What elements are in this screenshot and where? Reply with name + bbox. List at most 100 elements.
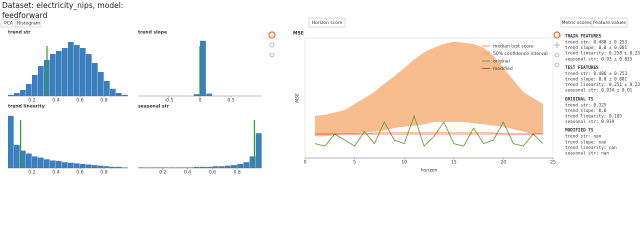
histogram-bar <box>74 163 80 168</box>
zoom-icon[interactable] <box>269 42 275 48</box>
x-tick-label: 0.8 <box>234 170 241 176</box>
histogram-bar <box>193 166 200 168</box>
histogram-bar <box>44 159 50 168</box>
feature-heading: ORIGINAL TS <box>565 96 594 102</box>
histogram-title: seasonal str <box>138 104 170 110</box>
histogram-bar <box>38 66 44 96</box>
histogram-bar <box>104 166 110 168</box>
feature-line: seasonal str: nan <box>565 151 609 157</box>
feature-heading: TEST FEATURES <box>565 65 599 71</box>
reset-icon[interactable] <box>269 52 275 58</box>
x-tick-label: 0.6 <box>209 170 216 176</box>
y-axis-label: MSE <box>295 93 301 103</box>
x-tick-label: 0.6 <box>76 98 83 104</box>
model-name: feedforward <box>2 11 48 20</box>
histogram-bar <box>62 48 68 96</box>
histogram-bar <box>144 167 151 168</box>
histogram-bar <box>98 165 104 168</box>
feature-line: trend linearity: 0.251 ± 0.235 <box>565 82 640 88</box>
x-tick-label: 0.2 <box>28 170 35 176</box>
histogram-bar <box>50 54 56 96</box>
histogram-bar <box>249 156 256 168</box>
histogram-bar <box>212 166 219 168</box>
feature-heading: TRAIN FEATURES <box>565 34 602 40</box>
feature-line: trend str: 0.486 ± 0.253 <box>565 71 627 77</box>
histogram-bar <box>56 161 62 168</box>
feature-line: trend slope: 0.0 ± 0.001 <box>565 77 627 83</box>
histogram-bar <box>8 94 14 96</box>
histogram-bar <box>162 167 169 168</box>
histogram-bar <box>122 94 128 96</box>
histogram-bar <box>200 40 206 96</box>
feature-line: trend linearity: nan <box>565 145 617 151</box>
feature-line: seasonal str: 0.93 ± 0.015 <box>565 56 633 62</box>
histogram-bar <box>68 42 74 96</box>
histogram-bar <box>50 160 56 168</box>
legend-label: original <box>493 59 510 65</box>
histogram-bar <box>20 90 26 96</box>
histogram-bar <box>92 165 98 168</box>
legend-swatch <box>482 51 490 56</box>
feature-line: trend slope: 0.0 <box>565 108 607 114</box>
x-tick-label: 0 <box>304 160 307 166</box>
zoom-icon[interactable] <box>554 52 560 58</box>
feature-line: trend str: nan <box>565 134 602 140</box>
feature-line: seasonal str: 0.934 ± 0.01 <box>565 88 633 94</box>
histogram-button[interactable] <box>15 18 42 28</box>
histogram-bar <box>38 157 44 168</box>
button-label: Horizon score <box>312 20 343 26</box>
feature-line: seasonal str: 0.939 <box>565 119 615 125</box>
histogram-bar <box>14 93 20 96</box>
button-label: PCA <box>4 21 14 27</box>
x-tick-label: 20 <box>501 160 507 166</box>
histogram-bar <box>255 133 262 168</box>
histogram-bar <box>116 166 122 168</box>
x-tick-label: 0.2 <box>28 98 35 104</box>
histogram-bar <box>92 63 98 96</box>
histogram-bar <box>110 166 116 168</box>
series-line <box>314 114 544 147</box>
page-title: Dataset: electricity_nips, model: <box>2 1 123 10</box>
feature-line: trend str: 0.325 <box>565 102 607 108</box>
logo <box>268 31 276 39</box>
x-tick-label: 0.8 <box>100 98 107 104</box>
histogram-bar <box>181 167 188 168</box>
histogram-bar <box>86 164 92 168</box>
button-label: Histogram <box>17 21 40 27</box>
legend-label: modified <box>493 66 513 72</box>
histogram-bar <box>110 88 116 96</box>
histogram-bar <box>14 144 20 168</box>
histogram-bar <box>32 156 38 168</box>
confidence-band <box>314 41 544 137</box>
button-label: Metric scores <box>562 20 593 26</box>
histogram-bar <box>26 84 32 96</box>
dashboard: Dataset: electricity_nips, model: feedfo… <box>0 1 640 176</box>
horizon-button[interactable] <box>308 17 346 28</box>
reset-icon[interactable] <box>554 62 560 68</box>
feature-line: trend slope: 0.0 ± 0.001 <box>565 45 627 51</box>
histogram-bar <box>98 72 104 96</box>
histogram-bar <box>32 75 38 96</box>
histogram-bar <box>200 166 206 168</box>
x-axis-label: horizon <box>421 168 438 174</box>
histogram-bar <box>62 162 68 168</box>
feature-line: trend str: 0.488 ± 0.253 <box>565 40 627 46</box>
x-tick-label: 0.4 <box>52 170 59 176</box>
legend-label: 50% confidence interval <box>493 51 548 57</box>
histogram-bar <box>175 167 182 168</box>
x-tick-label: 0.5 <box>227 98 234 104</box>
histogram-title: trend str <box>8 30 31 36</box>
logo <box>553 31 561 39</box>
x-tick-label: 0.8 <box>100 170 107 176</box>
histogram-bar <box>74 45 80 96</box>
button-label: Feature values <box>593 20 627 26</box>
histogram-bar <box>193 94 200 96</box>
feature-button[interactable] <box>591 17 628 28</box>
histogram-bar <box>224 165 231 168</box>
pan-icon[interactable] <box>554 42 560 48</box>
histogram-bar <box>116 93 122 96</box>
histogram-bar <box>138 167 144 168</box>
x-tick-label: 0 <box>199 98 202 104</box>
histogram-bar <box>80 48 86 96</box>
histogram-bar <box>231 165 237 168</box>
